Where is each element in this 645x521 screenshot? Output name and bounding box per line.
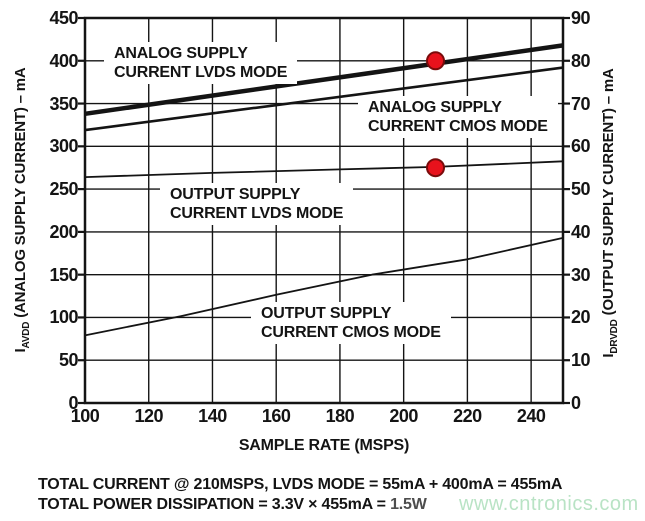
x-tick-label: 160 (261, 406, 291, 426)
right-y-axis-title-symbol: I (600, 353, 617, 358)
y-tick-label-left: 150 (49, 264, 78, 285)
y-tick-label-left: 200 (49, 221, 78, 242)
total-power-annotation-value: 1.5W (390, 496, 427, 513)
y-tick-label-left: 100 (49, 307, 78, 328)
curve-label-line: OUTPUT SUPPLY (261, 305, 392, 322)
y-tick-label-left: 400 (49, 50, 78, 71)
curve-label-line: CURRENT LVDS MODE (170, 205, 344, 222)
y-tick-label-right: 90 (571, 8, 591, 28)
left-y-axis-title-text: (ANALOG SUPPLY CURRENT) – mA (12, 67, 29, 322)
y-tick-label-left: 0 (68, 393, 78, 413)
x-tick-label: 120 (134, 406, 163, 426)
x-tick-label: 180 (325, 406, 355, 426)
total-current-annotation: TOTAL CURRENT @ 210MSPS, LVDS MODE = 55m… (38, 476, 563, 493)
curve-label-line: OUTPUT SUPPLY (170, 186, 301, 203)
curve-label-line: CURRENT CMOS MODE (368, 118, 548, 135)
series-line (84, 66, 564, 132)
y-tick-label-left: 450 (49, 8, 78, 28)
curve-label-line: CURRENT LVDS MODE (114, 64, 288, 81)
y-tick-label-left: 300 (49, 136, 78, 157)
x-axis-title: SAMPLE RATE (MSPS) (238, 437, 410, 454)
curve-label-line: CURRENT CMOS MODE (261, 324, 441, 341)
curve-label: OUTPUT SUPPLY CURRENT CMOS MODE (251, 302, 451, 344)
right-y-axis-title-text: (OUTPUT SUPPLY CURRENT) – mA (600, 68, 617, 320)
curve-label: ANALOG SUPPLY CURRENT CMOS MODE (358, 96, 558, 138)
curve-label-line: ANALOG SUPPLY (114, 45, 248, 62)
watermark-text: www.cntronics.com (459, 493, 639, 515)
y-tick-label-right: 70 (571, 93, 591, 114)
total-power-annotation-prefix: TOTAL POWER DISSIPATION = 3.3V × 455mA = (38, 496, 391, 513)
y-tick-label-right: 40 (571, 221, 591, 242)
series-line (84, 43, 564, 117)
y-tick-label-right: 0 (571, 393, 581, 413)
y-tick-label-right: 10 (571, 350, 591, 371)
x-tick-label: 220 (453, 406, 482, 426)
data-point-marker (426, 51, 445, 71)
y-tick-label-right: 60 (571, 136, 591, 157)
curve-label: OUTPUT SUPPLY CURRENT LVDS MODE (160, 183, 354, 225)
series-line (84, 160, 564, 178)
right-y-axis-title-subscript: DRVDD (609, 319, 620, 354)
x-tick-label: 240 (516, 406, 546, 426)
y-tick-label-right: 50 (571, 179, 591, 200)
y-tick-label-right: 20 (571, 307, 591, 328)
left-y-axis-title-subscript: AVDD (21, 321, 32, 349)
plot-border (83, 16, 565, 405)
x-tick-label: 200 (389, 406, 418, 426)
y-tick-label-right: 80 (571, 50, 591, 71)
x-tick-label: 140 (198, 406, 227, 426)
series-line (84, 237, 564, 337)
right-y-axis-title: IDRVDD (OUTPUT SUPPLY CURRENT) – mA (598, 0, 620, 428)
data-point-marker (426, 158, 445, 178)
total-power-annotation: TOTAL POWER DISSIPATION = 3.3V × 455mA =… (38, 496, 427, 514)
curve-label: ANALOG SUPPLY CURRENT LVDS MODE (104, 42, 298, 84)
left-y-axis-title: IAVDD (ANALOG SUPPLY CURRENT) – mA (10, 0, 32, 425)
curve-label-line: ANALOG SUPPLY (368, 99, 502, 116)
y-tick-label-left: 50 (58, 350, 79, 371)
supply-current-chart (78, 16, 570, 405)
left-y-axis-title-symbol: I (12, 348, 29, 353)
x-tick-label: 100 (70, 406, 100, 426)
y-tick-label-left: 350 (49, 93, 78, 114)
y-tick-label-left: 250 (49, 179, 78, 200)
y-tick-label-right: 30 (571, 264, 591, 285)
